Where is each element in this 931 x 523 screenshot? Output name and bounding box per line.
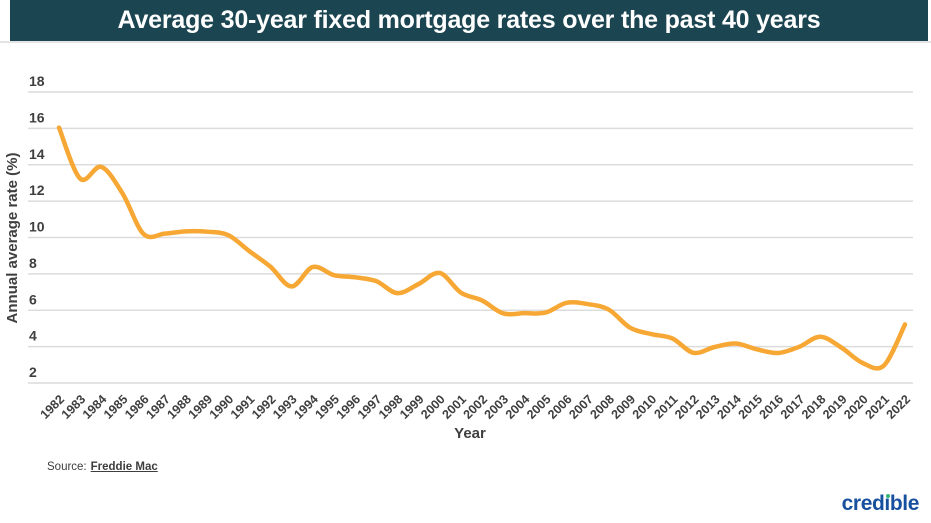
logo-i-dot	[885, 493, 891, 498]
y-tick-label: 6	[29, 291, 37, 307]
logo-letter-i: ı	[884, 492, 891, 515]
x-tick-label: 2022	[884, 392, 914, 422]
y-tick-label: 4	[29, 328, 37, 344]
source-note: Source: Freddie Mac	[47, 461, 158, 473]
header-divider	[0, 41, 931, 43]
y-tick-label: 10	[29, 219, 45, 235]
chart-header: Average 30-year fixed mortgage rates ove…	[10, 0, 928, 41]
y-tick-label: 2	[29, 364, 37, 380]
logo-text-post: ble	[889, 492, 920, 515]
y-tick-label: 14	[29, 146, 45, 162]
chart-title: Average 30-year fixed mortgage rates ove…	[117, 6, 821, 34]
logo-text-pre: cred	[841, 492, 885, 515]
y-tick-label: 12	[29, 182, 45, 198]
source-link[interactable]: Freddie Mac	[90, 461, 158, 473]
credible-logo: credı ble	[841, 492, 920, 516]
y-tick-label: 8	[29, 255, 37, 271]
y-tick-label: 16	[29, 109, 45, 125]
rate-line-series	[56, 125, 908, 371]
x-axis-title: Year	[454, 425, 486, 442]
logo-i-stem: ı	[884, 492, 890, 515]
y-axis-title: Annual average rate (%)	[4, 153, 21, 324]
y-tick-label: 18	[29, 73, 45, 89]
source-prefix: Source:	[47, 461, 87, 473]
